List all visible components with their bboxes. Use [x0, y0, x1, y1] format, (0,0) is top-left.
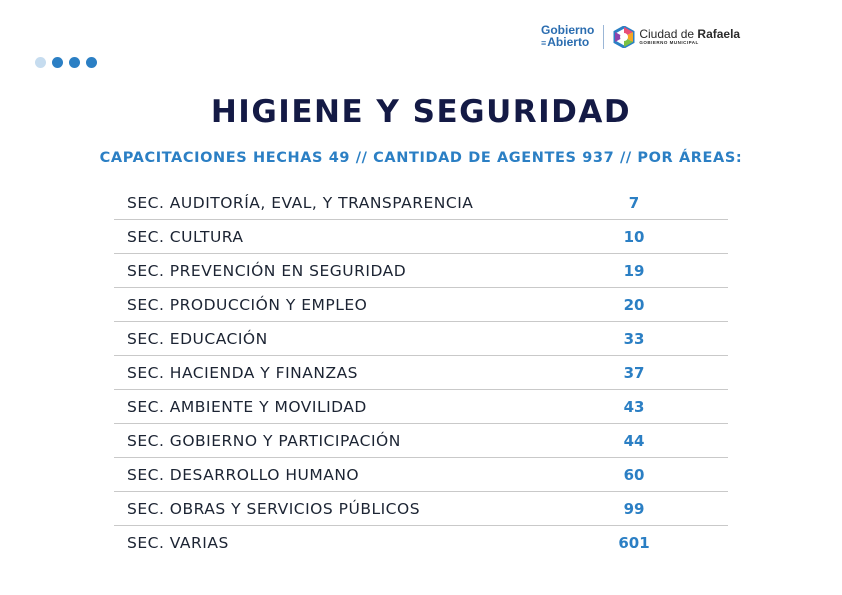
area-name: SEC. PRODUCCIÓN Y EMPLEO	[127, 295, 368, 314]
table-row: SEC. CULTURA 10	[114, 220, 728, 254]
area-name: SEC. CULTURA	[127, 227, 244, 246]
area-name: SEC. OBRAS Y SERVICIOS PÚBLICOS	[127, 499, 421, 518]
area-count: 601	[618, 533, 650, 552]
table-row: SEC. HACIENDA Y FINANZAS 37	[114, 356, 728, 390]
area-name: SEC. AMBIENTE Y MOVILIDAD	[127, 397, 367, 416]
arrows-icon: ≡	[541, 38, 547, 48]
area-count: 60	[623, 465, 645, 484]
page-subtitle: CAPACITACIONES HECHAS 49 // CANTIDAD DE …	[99, 150, 743, 166]
table-row: SEC. OBRAS Y SERVICIOS PÚBLICOS 99	[114, 492, 728, 526]
areas-table: SEC. AUDITORÍA, EVAL, Y TRANSPARENCIA 7 S…	[114, 186, 728, 559]
area-name: SEC. EDUCACIÓN	[127, 329, 268, 348]
ciudad-bold: Rafaela	[697, 26, 741, 41]
area-count: 20	[623, 295, 645, 314]
logo-divider	[603, 24, 605, 49]
table-row: SEC. DESARROLLO HUMANO 60	[114, 458, 728, 492]
gobierno-abierto-line2: Abierto	[547, 35, 590, 49]
pagination-dots	[35, 57, 97, 68]
area-count: 37	[623, 363, 645, 382]
page-title: HIGIENE Y SEGURIDAD	[210, 94, 632, 130]
table-row: SEC. PREVENCIÓN EN SEGURIDAD 19	[114, 254, 728, 288]
area-name: SEC. PREVENCIÓN EN SEGURIDAD	[127, 261, 407, 280]
area-count: 43	[623, 397, 645, 416]
table-row: SEC. PRODUCCIÓN Y EMPLEO 20	[114, 288, 728, 322]
header-logos: Gobierno ≡Abierto Ciudad de Rafaela GOBI…	[541, 24, 740, 49]
area-name: SEC. GOBIERNO Y PARTICIPACIÓN	[127, 431, 401, 450]
area-count: 10	[623, 227, 645, 246]
area-count: 33	[623, 329, 645, 348]
table-row: SEC. VARIAS 601	[114, 526, 728, 559]
area-count: 99	[623, 499, 645, 518]
area-count: 7	[628, 193, 640, 212]
ciudad-de-rafaela-logo: Ciudad de Rafaela GOBIERNO MUNICIPAL	[639, 28, 740, 46]
table-row: SEC. AMBIENTE Y MOVILIDAD 43	[114, 390, 728, 424]
rafaela-hexagon-icon	[613, 25, 635, 48]
table-row: SEC. AUDITORÍA, EVAL, Y TRANSPARENCIA 7	[114, 186, 728, 220]
dot	[86, 57, 97, 68]
ciudad-prefix: Ciudad de	[639, 26, 695, 41]
gobierno-abierto-line1: Gobierno	[541, 23, 595, 37]
gobierno-abierto-logo: Gobierno ≡Abierto	[541, 24, 594, 49]
area-name: SEC. VARIAS	[127, 533, 229, 552]
dot	[69, 57, 80, 68]
ciudad-sub: GOBIERNO MUNICIPAL	[639, 39, 699, 45]
area-count: 44	[623, 431, 645, 450]
table-row: SEC. GOBIERNO Y PARTICIPACIÓN 44	[114, 424, 728, 458]
area-count: 19	[623, 261, 645, 280]
table-row: SEC. EDUCACIÓN 33	[114, 322, 728, 356]
area-name: SEC. DESARROLLO HUMANO	[127, 465, 360, 484]
dot	[52, 57, 63, 68]
area-name: SEC. AUDITORÍA, EVAL, Y TRANSPARENCIA	[127, 193, 474, 212]
area-name: SEC. HACIENDA Y FINANZAS	[127, 363, 359, 382]
dot	[35, 57, 46, 68]
